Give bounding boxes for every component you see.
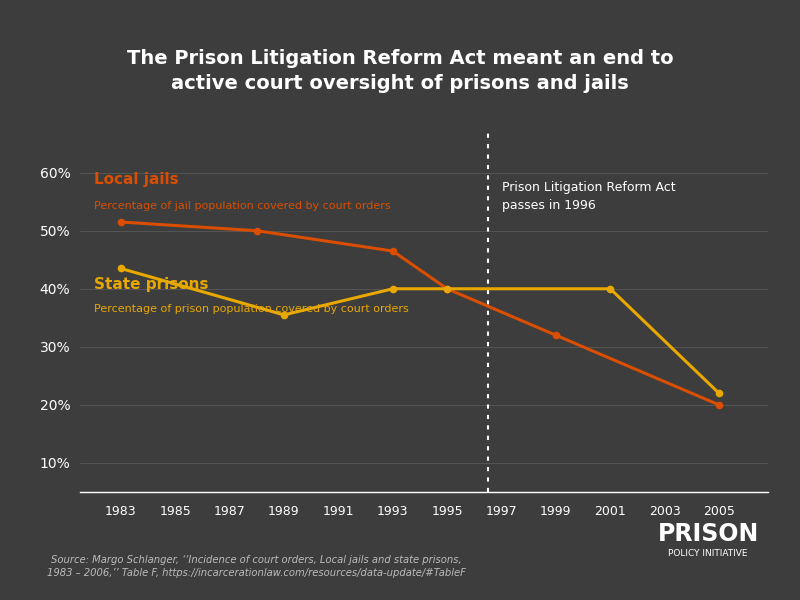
Text: POLICY INITIATIVE: POLICY INITIATIVE xyxy=(668,549,748,558)
Text: Percentage of prison population covered by court orders: Percentage of prison population covered … xyxy=(94,304,408,314)
Text: Percentage of jail population covered by court orders: Percentage of jail population covered by… xyxy=(94,200,390,211)
Text: The Prison Litigation Reform Act meant an end to
active court oversight of priso: The Prison Litigation Reform Act meant a… xyxy=(126,49,674,93)
Text: PRISON: PRISON xyxy=(658,522,758,546)
Text: State prisons: State prisons xyxy=(94,277,208,292)
Text: Prison Litigation Reform Act
passes in 1996: Prison Litigation Reform Act passes in 1… xyxy=(502,181,675,212)
Text: Source: Margo Schlanger, ‘‘Incidence of court orders, Local jails and state pris: Source: Margo Schlanger, ‘‘Incidence of … xyxy=(46,555,466,578)
Text: Local jails: Local jails xyxy=(94,172,178,187)
